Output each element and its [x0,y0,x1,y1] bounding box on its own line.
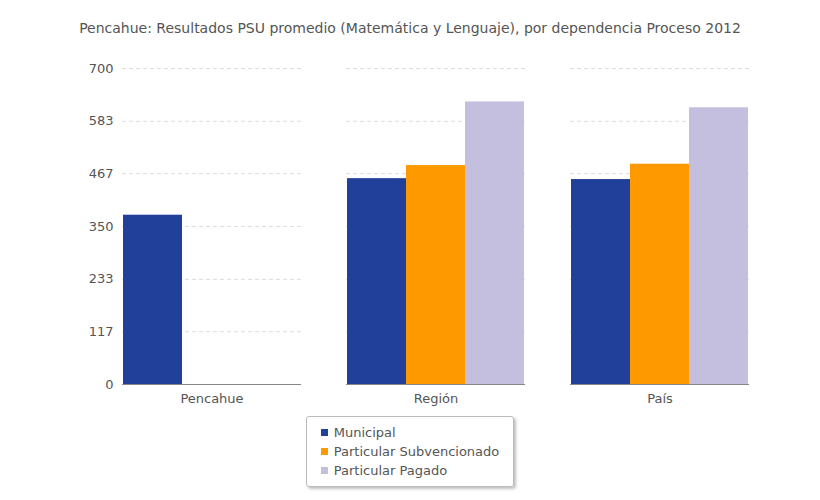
svg-text:Región: Región [414,391,459,406]
svg-text:233: 233 [89,271,114,286]
svg-text:117: 117 [89,324,114,339]
svg-text:País: País [647,391,673,406]
svg-text:467: 467 [89,166,114,181]
svg-text:583: 583 [89,113,114,128]
svg-text:350: 350 [89,219,114,234]
html-text:Particular Subvencionado: Particular Subvencionado [333,444,500,459]
html-text:Particular Pagado: Particular Pagado [333,463,448,478]
html-text:Pencahue: Resultados PSU prome: Pencahue: Resultados PSU promedio (Matem… [79,20,741,36]
svg-text:0: 0 [105,377,113,392]
svg-text:700: 700 [89,61,114,76]
svg-text:Pencahue: Pencahue [180,391,243,406]
html-text:Municipal: Municipal [333,425,396,440]
